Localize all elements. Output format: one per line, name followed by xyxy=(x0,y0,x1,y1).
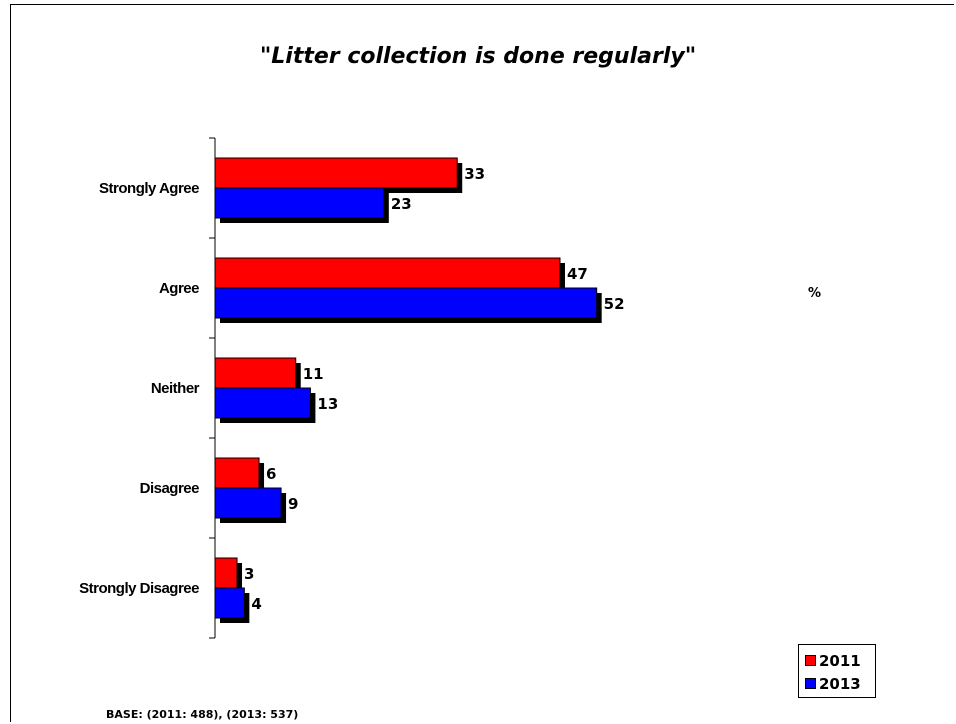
category-label: Strongly Disagree xyxy=(79,580,199,597)
data-label: 23 xyxy=(391,195,412,213)
data-label: 3 xyxy=(244,565,254,583)
unit-label: % xyxy=(808,286,822,301)
bar-2011 xyxy=(214,157,458,189)
data-label: 47 xyxy=(567,265,588,283)
legend-item-2013: 2013 xyxy=(805,672,869,695)
data-label: 6 xyxy=(266,465,276,483)
legend-swatch-2011 xyxy=(805,655,816,666)
chart-title: "Litter collection is done regularly" xyxy=(259,44,697,69)
category-label: Strongly Agree xyxy=(99,180,199,197)
chart-frame xyxy=(10,4,954,722)
bar-2013 xyxy=(214,587,245,619)
bar-2011 xyxy=(214,557,238,589)
legend-label-2011: 2011 xyxy=(819,651,861,670)
base-note: BASE: (2011: 488), (2013: 537) xyxy=(106,708,299,721)
bar-2011 xyxy=(214,457,260,489)
bar-2011 xyxy=(214,257,561,289)
bar-2013 xyxy=(214,387,311,419)
bar-2013 xyxy=(214,287,598,319)
data-label: 52 xyxy=(604,295,625,313)
data-label: 9 xyxy=(288,495,298,513)
category-label: Neither xyxy=(151,380,200,397)
legend-label-2013: 2013 xyxy=(819,674,861,693)
bar-2011 xyxy=(214,357,297,389)
legend-item-2011: 2011 xyxy=(805,649,869,672)
data-label: 4 xyxy=(251,595,261,613)
data-label: 13 xyxy=(317,395,338,413)
data-label: 33 xyxy=(464,165,485,183)
category-label: Disagree xyxy=(140,480,200,497)
category-label: Agree xyxy=(159,280,199,297)
legend: 2011 2013 xyxy=(798,644,876,698)
data-label: 11 xyxy=(303,365,324,383)
bar-2013 xyxy=(214,487,282,519)
legend-swatch-2013 xyxy=(805,678,816,689)
bar-2013 xyxy=(214,187,385,219)
